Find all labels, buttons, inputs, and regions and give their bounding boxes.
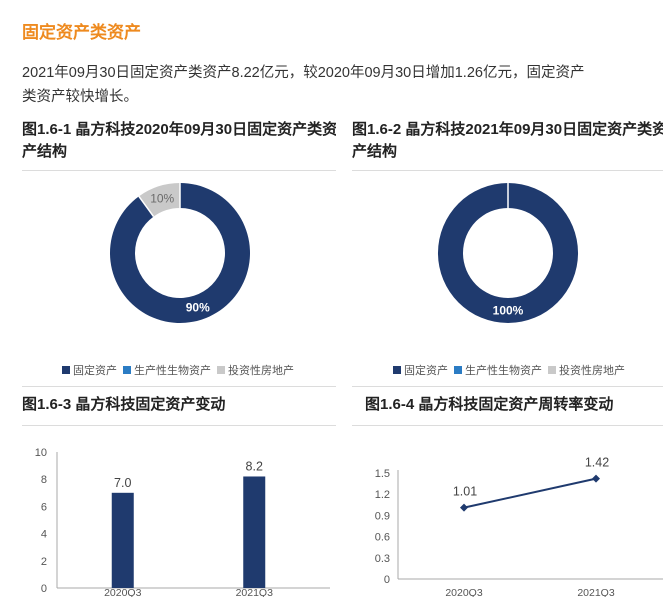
donut-slice-2 xyxy=(138,183,180,217)
legend-label: 投资性房地产 xyxy=(559,365,625,377)
legend-item: 固定资产 xyxy=(393,362,448,378)
figure-4-title: 图1.6-4 晶方科技固定资产周转率变动 xyxy=(365,394,663,416)
point-value-label: 1.42 xyxy=(585,456,609,470)
donut-chart-2021: 100% xyxy=(437,183,579,323)
line-chart-turnover: 0 0.3 0.6 0.9 1.2 1.5 1.01 2020Q3 1.42 2021Q3 xyxy=(375,456,663,597)
legend-swatch xyxy=(548,366,556,374)
figure-3-title: 图1.6-3 晶方科技固定资产变动 xyxy=(22,394,336,416)
legend-label: 固定资产 xyxy=(73,365,117,377)
bar xyxy=(243,476,266,588)
legend-item: 生产性生物资产 xyxy=(454,362,542,378)
legend-swatch xyxy=(123,366,131,374)
divider xyxy=(352,170,663,171)
figure-title-line: 图1.6-1 晶方科技2020年09月30日固定资产类资 xyxy=(22,121,336,138)
chart-legend: 固定资产 生产性生物资产 投资性房地产 xyxy=(62,362,300,378)
donut-slice-label-1: 90% xyxy=(186,301,210,315)
series-line xyxy=(463,477,597,509)
legend-swatch xyxy=(62,366,70,374)
figure-title-line: 产结构 xyxy=(22,143,68,160)
y-tick-label: 8 xyxy=(41,474,47,486)
x-tick-label: 2021Q3 xyxy=(577,587,615,597)
figure-title-line: 图1.6-4 晶方科技固定资产周转率变动 xyxy=(365,396,614,413)
figure-title-line: 产结构 xyxy=(352,143,398,160)
legend-label: 投资性房地产 xyxy=(228,365,294,377)
divider xyxy=(22,170,336,171)
data-point-marker xyxy=(592,474,600,483)
figure-title-line: 图1.6-3 晶方科技固定资产变动 xyxy=(22,396,226,413)
bar-chart-fixed-assets: 0 2 4 6 8 10 7.0 2020Q3 8.2 2021Q3 xyxy=(35,447,330,597)
donut-slice-1 xyxy=(437,183,579,323)
paragraph-line: 类资产较快增长。 xyxy=(22,89,138,105)
y-tick-label: 0.6 xyxy=(375,532,390,544)
y-tick-label: 1.2 xyxy=(375,489,390,501)
legend-item: 投资性房地产 xyxy=(548,362,625,378)
legend-label: 生产性生物资产 xyxy=(465,365,542,377)
x-tick-label: 2021Q3 xyxy=(236,587,274,597)
divider xyxy=(22,425,336,426)
donut-slice-label-1: 100% xyxy=(493,304,524,318)
y-tick-label: 2 xyxy=(41,556,47,568)
legend-swatch xyxy=(393,366,401,374)
divider xyxy=(352,425,663,426)
y-tick-label: 0.3 xyxy=(375,553,390,565)
x-tick-label: 2020Q3 xyxy=(445,587,483,597)
divider xyxy=(352,386,663,387)
legend-swatch xyxy=(217,366,225,374)
y-tick-label: 6 xyxy=(41,501,47,513)
legend-label: 固定资产 xyxy=(404,365,448,377)
bar-value-label: 8.2 xyxy=(246,459,263,473)
summary-paragraph: 2021年09月30日固定资产类资产8.22亿元，较2020年09月30日增加1… xyxy=(22,61,584,109)
slice-separator xyxy=(138,195,155,218)
legend-label: 生产性生物资产 xyxy=(134,365,211,377)
legend-item: 生产性生物资产 xyxy=(123,362,211,378)
y-tick-label: 0 xyxy=(41,583,47,595)
donut-chart-2020: 90% 10% xyxy=(109,183,250,323)
bar xyxy=(111,492,134,588)
donut-slice-label-2: 10% xyxy=(150,191,174,205)
bar-value-label: 7.0 xyxy=(114,476,131,490)
y-tick-label: 1.5 xyxy=(375,468,390,480)
x-tick-label: 2020Q3 xyxy=(104,587,142,597)
chart-legend: 固定资产 生产性生物资产 投资性房地产 xyxy=(393,362,631,378)
y-tick-label: 4 xyxy=(41,529,47,541)
figure-title-line: 图1.6-2 晶方科技2021年09月30日固定资产类资 xyxy=(352,121,663,138)
y-tick-label: 0.9 xyxy=(375,510,390,522)
divider xyxy=(22,386,336,387)
donut-slice-1 xyxy=(109,183,250,323)
y-tick-label: 10 xyxy=(35,447,47,459)
legend-item: 投资性房地产 xyxy=(217,362,294,378)
figure-1-title: 图1.6-1 晶方科技2020年09月30日固定资产类资 产结构 xyxy=(22,119,336,163)
legend-swatch xyxy=(454,366,462,374)
data-point-marker xyxy=(460,503,468,512)
section-title: 固定资产类资产 xyxy=(22,23,141,42)
figure-2-title: 图1.6-2 晶方科技2021年09月30日固定资产类资 产结构 xyxy=(352,119,663,163)
paragraph-line: 2021年09月30日固定资产类资产8.22亿元，较2020年09月30日增加1… xyxy=(22,65,585,81)
point-value-label: 1.01 xyxy=(453,485,477,499)
y-tick-label: 0 xyxy=(384,574,390,586)
legend-item: 固定资产 xyxy=(62,362,117,378)
